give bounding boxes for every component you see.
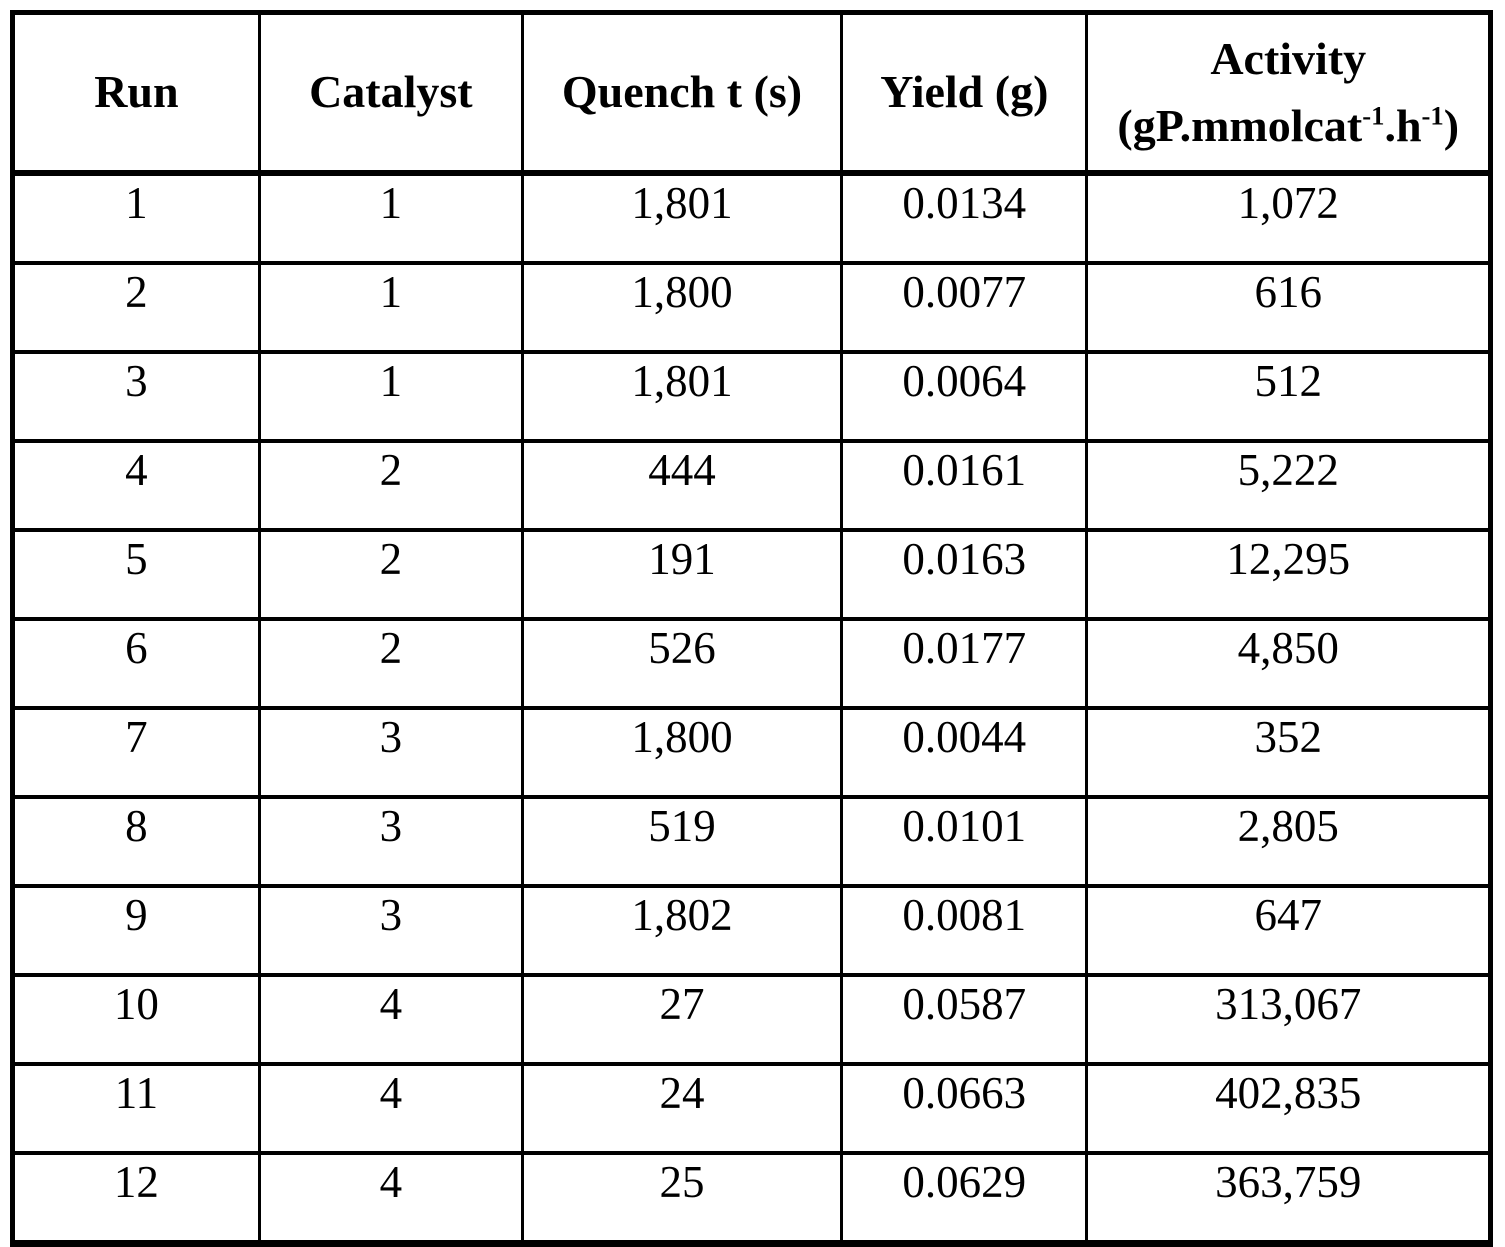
table-cell: 11	[11, 1062, 261, 1155]
table-row: 1 1 1,801 0.0134 1,072	[11, 171, 1492, 265]
table-cell: 5,222	[1085, 439, 1492, 532]
column-header-run: Run	[11, 10, 261, 176]
table-cell: 6	[11, 617, 261, 710]
table-cell: 402,835	[1085, 1062, 1492, 1155]
table-cell: 1	[257, 350, 524, 443]
table-cell: 10	[11, 973, 261, 1066]
table-cell: 4	[257, 1151, 524, 1246]
table-cell: 3	[257, 884, 524, 977]
table-cell: 7	[11, 706, 261, 799]
table-cell: 616	[1085, 261, 1492, 354]
column-header-yield: Yield (g)	[840, 10, 1089, 176]
table-cell: 352	[1085, 706, 1492, 799]
table-cell: 24	[520, 1062, 844, 1155]
table-cell: 0.0587	[840, 973, 1089, 1066]
table-cell: 9	[11, 884, 261, 977]
table-cell: 444	[520, 439, 844, 532]
table-cell: 5	[11, 528, 261, 621]
table-cell: 0.0101	[840, 795, 1089, 888]
table-cell: 0.0134	[840, 171, 1089, 265]
table-row: 10 4 27 0.0587 313,067	[11, 973, 1492, 1066]
table-cell: 1,801	[520, 171, 844, 265]
table-cell: 25	[520, 1151, 844, 1246]
superscript-minus-one: -1	[1421, 100, 1444, 131]
table-cell: 1	[257, 171, 524, 265]
table-cell: 4	[257, 973, 524, 1066]
table-cell: 4	[11, 439, 261, 532]
table-cell: 0.0064	[840, 350, 1089, 443]
superscript-minus-one: -1	[1362, 100, 1385, 131]
column-header-activity: Activity (gP.mmolcat-1.h-1)	[1085, 10, 1492, 176]
table-cell: 526	[520, 617, 844, 710]
table-cell: 4,850	[1085, 617, 1492, 710]
table-cell: 12,295	[1085, 528, 1492, 621]
table-cell: 0.0177	[840, 617, 1089, 710]
table-cell: 0.0663	[840, 1062, 1089, 1155]
document-page: Run Catalyst Quench t (s) Yield (g) Acti…	[10, 10, 1493, 1247]
table-row: 4 2 444 0.0161 5,222	[11, 439, 1492, 532]
table-row: 6 2 526 0.0177 4,850	[11, 617, 1492, 710]
activity-header-units: (gP.mmolcat-1.h-1)	[1117, 99, 1460, 151]
table-row: 2 1 1,800 0.0077 616	[11, 261, 1492, 354]
table-cell: 1,800	[520, 706, 844, 799]
table-cell: 1,801	[520, 350, 844, 443]
table-cell: 8	[11, 795, 261, 888]
table-cell: 647	[1085, 884, 1492, 977]
table-cell: 2	[11, 261, 261, 354]
table-cell: 27	[520, 973, 844, 1066]
table-cell: 0.0163	[840, 528, 1089, 621]
table-row: 11 4 24 0.0663 402,835	[11, 1062, 1492, 1155]
table-row: 8 3 519 0.0101 2,805	[11, 795, 1492, 888]
table-cell: 12	[11, 1151, 261, 1246]
table-cell: 4	[257, 1062, 524, 1155]
column-header-quench-t: Quench t (s)	[520, 10, 844, 176]
table-row: 5 2 191 0.0163 12,295	[11, 528, 1492, 621]
table-cell: 1,802	[520, 884, 844, 977]
table-cell: 191	[520, 528, 844, 621]
table-cell: 2	[257, 617, 524, 710]
table-cell: 363,759	[1085, 1151, 1492, 1246]
table-cell: 0.0629	[840, 1151, 1089, 1246]
table-header-row: Run Catalyst Quench t (s) Yield (g) Acti…	[11, 10, 1492, 176]
activity-header-title: Activity	[1210, 32, 1367, 84]
table-cell: 3	[11, 350, 261, 443]
table-cell: 3	[257, 706, 524, 799]
table-cell: 1,072	[1085, 171, 1492, 265]
table-row: 12 4 25 0.0629 363,759	[11, 1151, 1492, 1246]
table-cell: 2	[257, 439, 524, 532]
table-cell: 3	[257, 795, 524, 888]
table-cell: 2,805	[1085, 795, 1492, 888]
table-cell: 519	[520, 795, 844, 888]
table-cell: 1	[257, 261, 524, 354]
table-row: 3 1 1,801 0.0064 512	[11, 350, 1492, 443]
table-cell: 0.0081	[840, 884, 1089, 977]
table-cell: 0.0161	[840, 439, 1089, 532]
table-row: 7 3 1,800 0.0044 352	[11, 706, 1492, 799]
column-header-catalyst: Catalyst	[257, 10, 524, 176]
table-row: 9 3 1,802 0.0081 647	[11, 884, 1492, 977]
table-cell: 512	[1085, 350, 1492, 443]
table-cell: 1,800	[520, 261, 844, 354]
table-cell: 313,067	[1085, 973, 1492, 1066]
table-cell: 0.0077	[840, 261, 1089, 354]
results-table: Run Catalyst Quench t (s) Yield (g) Acti…	[10, 10, 1493, 1247]
table-cell: 2	[257, 528, 524, 621]
table-cell: 1	[11, 171, 261, 265]
table-cell: 0.0044	[840, 706, 1089, 799]
